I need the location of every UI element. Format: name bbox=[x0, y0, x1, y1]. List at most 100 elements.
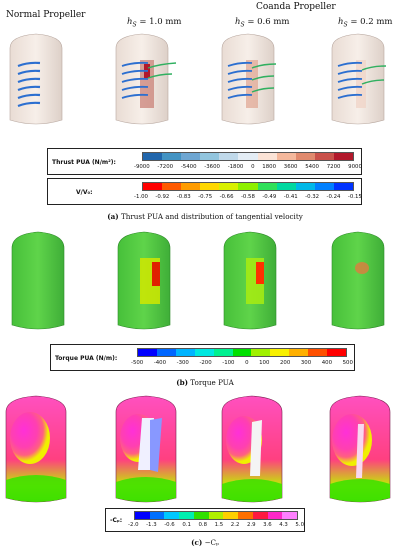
velocity-color-swatch bbox=[181, 183, 201, 190]
thrust-legend: Thrust PUA (N/m²): -9000 -7200 -5400 -3600-… bbox=[47, 148, 362, 175]
torque-blade-hs-1.0 bbox=[117, 231, 171, 330]
torque-tick-label: 0 bbox=[245, 360, 249, 366]
thrust-color-swatch bbox=[200, 153, 220, 160]
thrust-blade-hs-0.6 bbox=[221, 33, 277, 125]
cp-tick-label: 3.6 bbox=[263, 522, 272, 528]
thrust-tick-label: 0 bbox=[251, 164, 255, 170]
torque-color-swatch bbox=[308, 349, 328, 356]
torque-tick-label: 200 bbox=[279, 360, 291, 366]
thrust-blade-normal bbox=[9, 33, 63, 125]
torque-color-swatch bbox=[213, 349, 233, 356]
velocity-colorbar bbox=[142, 182, 354, 191]
thrust-blade-hs-1.0 bbox=[115, 33, 177, 125]
cp-blade-normal bbox=[5, 395, 67, 503]
torque-tick-label: -200 bbox=[199, 360, 212, 366]
cp-color-swatch bbox=[238, 512, 253, 519]
torque-blade-normal bbox=[11, 231, 65, 330]
thrust-colorbar-ticks: -9000 -7200 -5400 -3600 -1800 0 1800 3600 5400 72… bbox=[134, 164, 362, 170]
cp-tick-label: -1.3 bbox=[146, 522, 157, 528]
cp-color-swatch bbox=[149, 512, 165, 519]
thrust-legend-title: Thrust PUA (N/m²): bbox=[52, 159, 116, 166]
velocity-colorbar-ticks: -1.00 -0.92 -0.83 -0.75 -0.66 -0.58 -0.49 -0.41… bbox=[134, 194, 362, 200]
cp-tick-label: 0.8 bbox=[198, 522, 208, 528]
velocity-legend-title: V/V₀: bbox=[76, 189, 93, 196]
thrust-color-swatch bbox=[333, 153, 354, 160]
thrust-blade-hs-0.2 bbox=[331, 33, 387, 125]
caption-b: (b) Torque PUA bbox=[176, 378, 234, 387]
torque-blade-hs-0.6 bbox=[223, 231, 277, 330]
thrust-color-swatch bbox=[181, 153, 201, 160]
velocity-color-swatch bbox=[257, 183, 277, 190]
velocity-color-swatch bbox=[162, 183, 182, 190]
velocity-tick-label: -0.75 bbox=[198, 194, 213, 200]
cp-color-swatch bbox=[179, 512, 194, 519]
velocity-color-swatch bbox=[314, 183, 334, 190]
cp-legend-title: -Cₚ: bbox=[110, 517, 123, 524]
cp-tick-label: 2.2 bbox=[230, 522, 240, 528]
velocity-color-swatch bbox=[238, 183, 258, 190]
cp-blade-hs-1.0 bbox=[115, 395, 177, 503]
torque-tick-label: 100 bbox=[259, 360, 270, 366]
header-hs-1: hS = 1.0 mm bbox=[127, 17, 182, 29]
cp-tick-label: -0.6 bbox=[164, 522, 175, 528]
torque-tick-label: 300 bbox=[300, 360, 312, 366]
thrust-color-swatch bbox=[219, 153, 239, 160]
thrust-tick-label: -1800 bbox=[227, 164, 244, 170]
torque-blade-hs-0.2 bbox=[331, 231, 385, 330]
thrust-color-swatch bbox=[314, 153, 334, 160]
velocity-color-swatch bbox=[143, 183, 163, 190]
torque-color-swatch bbox=[156, 349, 176, 356]
torque-color-swatch bbox=[251, 349, 271, 356]
torque-color-swatch bbox=[194, 349, 214, 356]
velocity-tick-label: -0.58 bbox=[240, 194, 255, 200]
torque-color-swatch bbox=[327, 349, 346, 356]
torque-tick-label: 400 bbox=[321, 360, 332, 366]
caption-a: (a) Thrust PUA and distribution of tange… bbox=[107, 212, 303, 221]
cp-color-swatch bbox=[193, 512, 209, 519]
velocity-tick-label: -0.92 bbox=[155, 194, 170, 200]
thrust-color-swatch bbox=[295, 153, 315, 160]
thrust-tick-label: 9000 bbox=[348, 164, 362, 170]
velocity-color-swatch bbox=[200, 183, 220, 190]
velocity-tick-label: -0.66 bbox=[219, 194, 234, 200]
thrust-tick-label: 3600 bbox=[283, 164, 298, 170]
cp-color-swatch bbox=[135, 512, 150, 519]
torque-legend: Torque PUA (N/m): -500 -400 -300 -200 -100 0 1… bbox=[50, 344, 355, 371]
velocity-color-swatch bbox=[333, 183, 354, 190]
velocity-color-swatch bbox=[295, 183, 315, 190]
velocity-tick-label: -0.41 bbox=[283, 194, 298, 200]
cp-blade-hs-0.2 bbox=[329, 395, 391, 503]
cp-color-swatch bbox=[267, 512, 283, 519]
cp-tick-label: 5.0 bbox=[295, 522, 304, 528]
cp-legend: -Cₚ: -2.0 -1.3 -0.6 0.1 0.8 1.5 2.2 2.9 3.6 4.3 5.… bbox=[105, 508, 305, 532]
velocity-legend: V/V₀: -1.00 -0.92 -0.83 -0.75 -0.66 -0.58 -0.4… bbox=[47, 178, 362, 205]
cp-colorbar bbox=[134, 511, 298, 520]
thrust-color-swatch bbox=[276, 153, 296, 160]
thrust-colorbar bbox=[142, 152, 354, 161]
cp-tick-label: 1.5 bbox=[214, 522, 224, 528]
torque-color-swatch bbox=[289, 349, 309, 356]
header-hs-3: hS = 0.2 mm bbox=[338, 17, 393, 29]
cp-color-swatch bbox=[208, 512, 224, 519]
thrust-color-swatch bbox=[257, 153, 277, 160]
velocity-tick-label: -0.15 bbox=[347, 194, 362, 200]
cp-blade-hs-0.6 bbox=[221, 395, 283, 503]
torque-tick-label: -500 bbox=[131, 360, 144, 366]
velocity-color-swatch bbox=[276, 183, 296, 190]
cp-tick-label: 4.3 bbox=[279, 522, 288, 528]
thrust-tick-label: -3600 bbox=[204, 164, 220, 170]
header-coanda-propeller: Coanda Propeller bbox=[256, 2, 336, 12]
cp-tick-label: 0.1 bbox=[182, 522, 191, 528]
thrust-tick-label: 1800 bbox=[262, 164, 277, 170]
thrust-color-swatch bbox=[238, 153, 258, 160]
header-hs-2: hS = 0.6 mm bbox=[235, 17, 290, 29]
velocity-tick-label: -0.32 bbox=[305, 194, 320, 200]
cp-color-swatch bbox=[164, 512, 180, 519]
cp-color-swatch bbox=[282, 512, 298, 519]
torque-colorbar bbox=[137, 348, 347, 357]
thrust-color-swatch bbox=[143, 153, 163, 160]
thrust-tick-label: -7200 bbox=[157, 164, 174, 170]
thrust-tick-label: -5400 bbox=[180, 164, 197, 170]
cp-color-swatch bbox=[252, 512, 268, 519]
